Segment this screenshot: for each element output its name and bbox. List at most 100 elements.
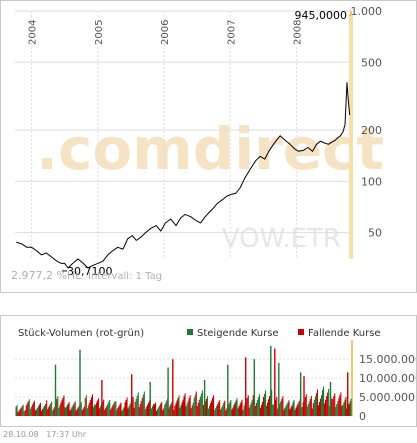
volume-bar <box>87 405 89 416</box>
volume-bar <box>106 406 108 416</box>
volume-bar <box>329 405 331 416</box>
volume-bar <box>269 396 271 416</box>
volume-bar <box>71 407 73 416</box>
volume-bar <box>207 408 209 416</box>
volume-bar <box>340 392 342 416</box>
volume-bar <box>33 400 35 416</box>
volume-spike <box>227 364 229 416</box>
volume-bar <box>306 406 308 416</box>
volume-bar <box>194 394 196 416</box>
volume-bar <box>136 395 138 416</box>
volume-bar <box>315 393 317 416</box>
volume-bar <box>313 399 315 416</box>
volume-bar <box>213 395 215 416</box>
volume-spike <box>274 348 276 416</box>
volume-bar <box>295 407 297 416</box>
volume-bar <box>322 390 324 416</box>
volume-bar <box>226 408 228 416</box>
volume-bar <box>88 402 90 416</box>
y-tick-label: 200 <box>361 124 382 137</box>
volume-bar <box>241 399 243 416</box>
volume-bar <box>60 402 62 416</box>
volume-bar <box>125 400 127 416</box>
volume-bar <box>188 398 190 416</box>
volume-bar <box>324 403 326 416</box>
volume-bar <box>129 403 131 416</box>
volume-bar <box>246 397 248 416</box>
volume-spike <box>253 359 255 416</box>
volume-bar <box>281 398 283 416</box>
volume-bar <box>20 407 22 416</box>
volume-bar <box>61 400 63 416</box>
volume-bar <box>243 405 245 416</box>
volume-spike <box>101 380 103 416</box>
volume-bar <box>111 407 113 416</box>
volume-bar <box>59 405 61 416</box>
volume-bar <box>90 397 92 416</box>
volume-bar <box>344 399 346 416</box>
volume-bar <box>276 397 278 416</box>
volume-bar <box>214 409 216 416</box>
volume-bar <box>63 395 65 416</box>
volume-bar <box>224 400 226 416</box>
volume-bar <box>236 398 238 416</box>
volume-bar <box>57 396 59 416</box>
volume-bar <box>247 395 249 416</box>
volume-bar <box>117 407 119 416</box>
volume-spike <box>278 362 280 416</box>
volume-bar <box>309 398 311 416</box>
volume-bar <box>314 396 316 416</box>
volume-spike <box>54 364 57 416</box>
volume-bar <box>140 400 142 416</box>
volume-bar <box>86 408 88 416</box>
volume-bar <box>316 389 318 416</box>
volume-bar <box>268 399 270 416</box>
volume-bar <box>205 398 207 416</box>
volume-bar <box>98 398 100 416</box>
volume-bar <box>228 404 230 416</box>
volume-bar <box>256 400 258 416</box>
volume-bar <box>76 409 78 416</box>
volume-bar <box>28 399 30 416</box>
volume-bar <box>211 400 213 416</box>
volume-bar <box>350 398 352 416</box>
volume-bar <box>72 405 74 416</box>
volume-bar <box>85 395 87 416</box>
volume-bar <box>335 406 337 416</box>
volume-bar <box>349 401 351 416</box>
volume-bar <box>82 408 84 416</box>
volume-bar <box>21 406 23 416</box>
volume-bar <box>47 409 49 416</box>
volume-bar <box>46 400 48 416</box>
volume-bar <box>154 404 156 416</box>
volume-bar <box>26 403 28 416</box>
volume-bar <box>19 409 21 416</box>
volume-spike <box>270 345 272 416</box>
volume-bar <box>238 406 240 416</box>
volume-bar <box>231 409 233 416</box>
volume-bar <box>78 405 80 416</box>
volume-spike <box>167 367 169 416</box>
volume-bar <box>307 404 309 416</box>
volume-bar <box>291 405 293 416</box>
volume-bar <box>52 410 54 416</box>
volume-spike <box>203 380 206 416</box>
volume-bar <box>18 410 20 416</box>
x-tick-label: 2004 <box>28 20 39 45</box>
volume-bar <box>77 407 79 416</box>
volume-bar <box>24 410 26 416</box>
volume-bar <box>41 410 43 416</box>
volume-bar <box>317 405 319 416</box>
volume-bar <box>220 409 222 416</box>
volume-bar <box>233 404 235 416</box>
volume-bar <box>37 406 39 416</box>
volume-bar <box>195 391 197 416</box>
volume-bar <box>297 403 299 416</box>
volume-chart-panel: Stück-Volumen (rot-grün) Steigende Kurse F… <box>0 315 417 427</box>
volume-spike <box>303 376 305 416</box>
volume-bar <box>332 399 334 416</box>
volume-bar <box>107 404 109 416</box>
volume-bar <box>141 397 143 416</box>
x-tick-label: 2006 <box>160 20 171 45</box>
volume-bar <box>190 408 192 416</box>
